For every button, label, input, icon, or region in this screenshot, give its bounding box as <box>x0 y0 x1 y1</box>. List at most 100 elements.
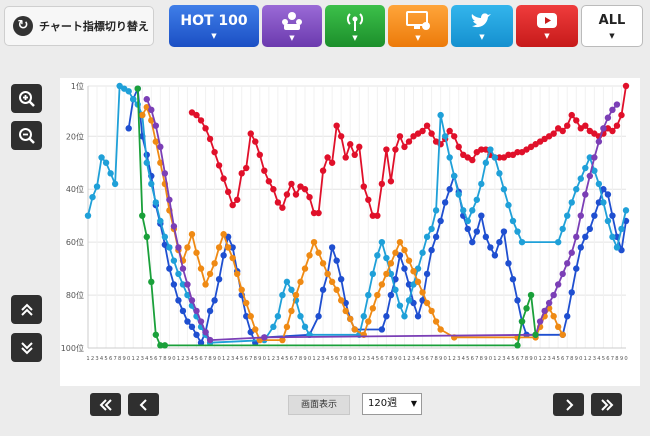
x-tick-label: 7 <box>475 356 478 362</box>
x-tick-label: 7 <box>611 356 614 362</box>
data-point <box>505 260 512 267</box>
x-tick-label: 4 <box>371 356 375 362</box>
play-icon <box>537 13 557 28</box>
data-point <box>161 170 169 177</box>
data-point <box>197 339 205 346</box>
tab-all[interactable]: ALL ▼ <box>581 5 643 47</box>
weeks-select[interactable]: 120週 ▼ <box>362 393 422 415</box>
data-point <box>215 244 223 251</box>
scroll-up-button[interactable] <box>11 295 42 324</box>
series-line-0 <box>191 85 627 217</box>
prev-page-button[interactable] <box>128 393 159 416</box>
x-tick-label: 0 <box>127 356 130 362</box>
data-point <box>328 278 336 286</box>
tab-hot100[interactable]: HOT 100 ▼ <box>169 5 259 47</box>
zoom-in-button[interactable] <box>11 84 42 113</box>
x-tick-label: 3 <box>95 356 98 362</box>
data-point <box>509 217 517 225</box>
x-tick-label: 2 <box>407 356 410 362</box>
data-point <box>166 196 173 203</box>
data-point <box>125 125 132 132</box>
tab-pc[interactable]: ▼ <box>388 5 448 47</box>
data-point <box>333 122 340 129</box>
data-point <box>315 249 322 256</box>
tab-radio[interactable]: ▼ <box>325 5 385 47</box>
data-point <box>446 154 453 161</box>
data-point <box>378 238 386 246</box>
x-tick-label: 3 <box>412 356 415 362</box>
x-tick-label: 7 <box>113 356 116 362</box>
data-point <box>319 260 327 267</box>
data-point <box>279 291 286 299</box>
zoom-out-button[interactable] <box>11 121 42 150</box>
x-tick-label: 3 <box>593 356 596 362</box>
data-point <box>500 186 508 193</box>
tab-hot100-label: HOT 100 <box>180 13 248 29</box>
x-tick-label: 3 <box>276 356 279 362</box>
data-point <box>514 148 521 156</box>
zoom-in-icon <box>18 90 35 107</box>
data-point <box>247 313 254 320</box>
x-tick-label: 4 <box>597 356 601 362</box>
scroll-down-button[interactable] <box>11 333 42 362</box>
data-point <box>509 275 517 283</box>
data-point <box>84 212 92 219</box>
x-tick-label: 2 <box>91 356 94 362</box>
x-tick-label: 8 <box>299 356 302 362</box>
data-point <box>577 244 584 251</box>
data-point <box>152 122 160 129</box>
data-point <box>342 307 349 315</box>
data-point <box>143 96 150 103</box>
data-point <box>292 291 300 299</box>
data-point <box>383 313 390 320</box>
data-point <box>301 186 309 193</box>
data-point <box>283 323 291 331</box>
data-point <box>414 278 422 286</box>
tab-users[interactable]: ▼ <box>262 5 322 47</box>
data-point <box>609 212 616 219</box>
data-point <box>179 281 187 288</box>
data-point <box>170 257 178 264</box>
data-point <box>319 167 327 174</box>
tab-twitter[interactable]: ▼ <box>451 5 513 47</box>
data-point <box>396 238 404 246</box>
data-point <box>342 154 349 161</box>
first-page-button[interactable] <box>90 393 121 416</box>
data-point <box>184 291 191 299</box>
x-tick-label: 8 <box>525 356 528 362</box>
data-point <box>301 265 309 272</box>
tab-youtube[interactable]: ▼ <box>516 5 578 47</box>
x-tick-label: 3 <box>502 356 505 362</box>
data-point <box>446 186 453 193</box>
data-point <box>328 159 336 166</box>
data-point <box>582 233 589 241</box>
chevron-down-icon: ▼ <box>289 34 295 42</box>
data-point <box>166 265 173 272</box>
data-point <box>197 265 205 272</box>
data-point <box>478 180 485 188</box>
data-point <box>360 183 367 190</box>
data-point <box>532 331 539 338</box>
y-tick-label: 1位 <box>71 81 84 91</box>
data-point <box>469 207 476 214</box>
data-point <box>469 156 476 164</box>
chart-index-switch-button[interactable]: ↻ チャート指標切り替え <box>4 6 154 46</box>
last-page-button[interactable] <box>591 393 622 416</box>
data-point <box>197 318 205 325</box>
data-point <box>595 180 603 188</box>
zoom-out-icon <box>18 127 35 144</box>
data-point <box>586 225 594 233</box>
x-tick-label: 0 <box>624 356 627 362</box>
x-tick-label: 6 <box>471 356 474 362</box>
data-point <box>157 217 164 225</box>
data-point <box>378 180 386 188</box>
data-point <box>387 291 395 299</box>
data-point <box>310 238 318 246</box>
data-point <box>351 326 358 333</box>
x-tick-label: 0 <box>308 356 311 362</box>
data-point <box>609 233 616 241</box>
next-page-button[interactable] <box>553 393 584 416</box>
data-point <box>224 188 232 196</box>
data-point <box>166 244 173 251</box>
data-point <box>288 286 295 293</box>
